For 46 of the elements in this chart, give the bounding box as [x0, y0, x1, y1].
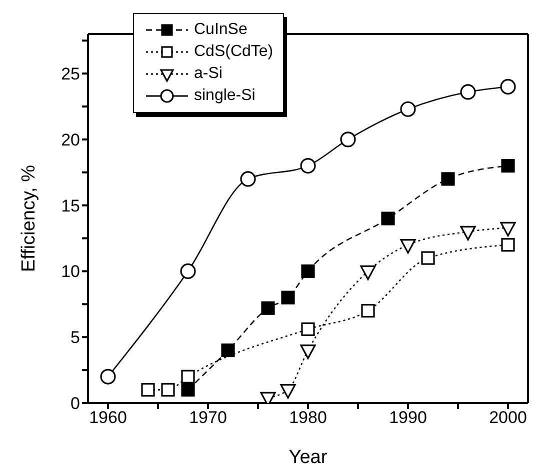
y-tick-label: 5 — [70, 328, 80, 348]
point — [460, 226, 476, 240]
point — [280, 384, 296, 399]
point — [460, 84, 476, 100]
point — [500, 222, 516, 237]
point — [300, 344, 316, 360]
point — [301, 322, 315, 336]
point — [261, 301, 275, 315]
y-tick-label: 10 — [61, 262, 80, 282]
point — [161, 383, 175, 397]
point — [501, 238, 515, 252]
y-tick-label: 25 — [61, 64, 80, 84]
y-tick-label: 20 — [61, 130, 80, 150]
point — [400, 239, 416, 254]
point — [361, 304, 375, 318]
point — [281, 290, 295, 304]
x-tick-label: 1960 — [89, 408, 127, 428]
x-tick-label: 1970 — [189, 408, 227, 428]
x-tick-label: 2000 — [489, 408, 527, 428]
point — [181, 383, 195, 397]
x-axis-title: Year — [288, 447, 328, 468]
point — [300, 158, 316, 174]
point — [500, 78, 516, 95]
point — [501, 158, 515, 173]
point — [181, 370, 195, 384]
legend-label: CdS(CdTe) — [194, 43, 274, 61]
point — [240, 171, 256, 187]
point — [360, 265, 376, 280]
point — [221, 343, 235, 358]
point — [100, 368, 116, 384]
point — [340, 132, 356, 148]
point — [400, 101, 416, 117]
point — [301, 264, 315, 278]
y-tick-label: 15 — [61, 196, 80, 216]
point — [180, 263, 196, 280]
legend-label: single-Si — [194, 87, 256, 105]
y-tick-label: 0 — [70, 394, 80, 414]
legend-label: CuInSe — [194, 21, 248, 39]
x-tick-label: 1990 — [389, 408, 427, 428]
legend-label: a-Si — [194, 65, 222, 83]
point — [421, 251, 435, 265]
y-axis-title: Efficiency, % — [18, 164, 40, 272]
point — [141, 383, 155, 397]
point — [381, 212, 395, 226]
point — [441, 172, 455, 186]
x-tick-label: 1980 — [289, 408, 327, 428]
